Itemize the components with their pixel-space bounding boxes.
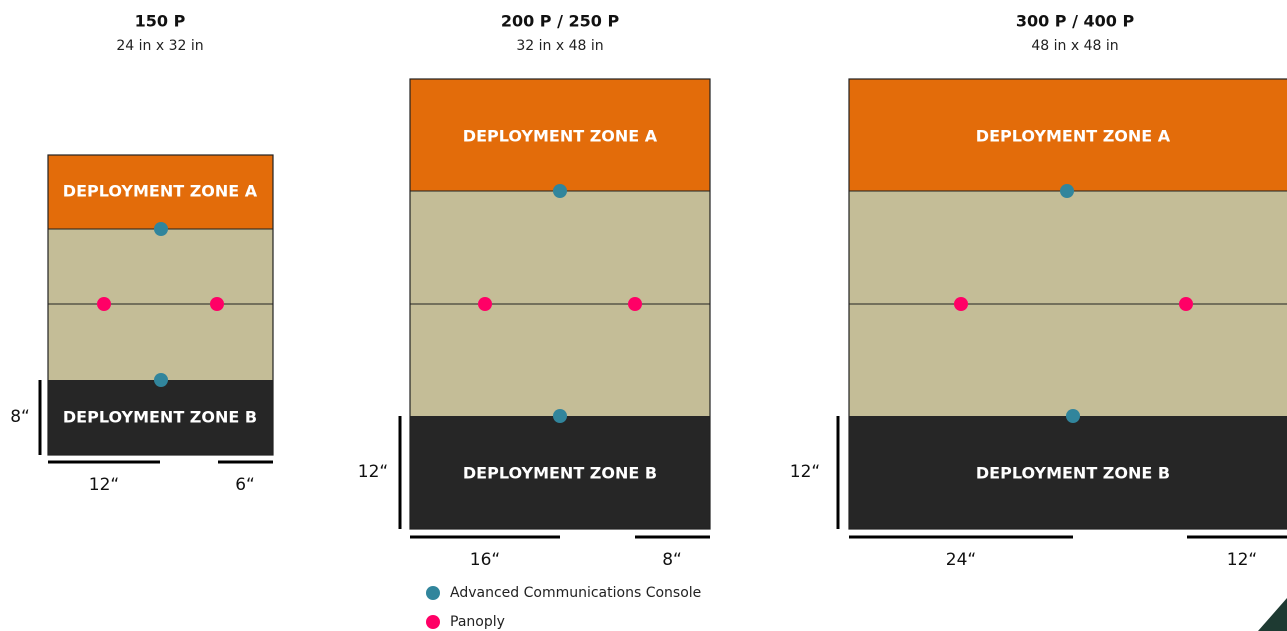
map: 150 P 24 in x 32 in DEPLOYMENT ZONE A DE… [10,12,274,495]
measure-label: 12“ [1227,550,1257,570]
map-title: 150 P [135,12,186,31]
console-marker [1060,184,1074,198]
legend-swatch [426,615,440,629]
panoply-marker [954,297,968,311]
console-marker [553,409,567,423]
panoply-marker [478,297,492,311]
map: 300 P / 400 P 48 in x 48 in DEPLOYMENT Z… [790,12,1287,570]
panoply-marker [210,297,224,311]
panoply-marker [628,297,642,311]
measure-label: 12“ [89,475,119,495]
corner-decoration [1258,598,1287,631]
map-border [47,154,274,456]
map-size: 32 in x 48 in [516,38,603,54]
map: 200 P / 250 P 32 in x 48 in DEPLOYMENT Z… [358,12,711,570]
zone-b [410,416,710,529]
console-marker [553,184,567,198]
panoply-marker [97,297,111,311]
map-border [409,78,711,530]
legend: Advanced Communications Console Panoply [426,585,701,630]
measure-label: 12“ [790,462,820,482]
console-marker [154,373,168,387]
legend-swatch [426,586,440,600]
zone-b-label: DEPLOYMENT ZONE B [976,464,1170,483]
map-size: 48 in x 48 in [1031,38,1118,54]
legend-label: Advanced Communications Console [450,585,701,601]
measure-label: 12“ [358,462,388,482]
legend-label: Panoply [450,614,505,630]
map-border [848,78,1287,530]
zone-b [849,416,1287,529]
zone-b-label: DEPLOYMENT ZONE B [463,464,657,483]
zone-b [48,380,273,455]
zone-a-label: DEPLOYMENT ZONE A [63,182,258,201]
zone-a [410,79,710,191]
zone-a-label: DEPLOYMENT ZONE A [976,127,1171,146]
measure-label: 8“ [10,407,30,427]
zone-a [48,155,273,229]
measure-label: 6“ [235,475,255,495]
panoply-marker [1179,297,1193,311]
map-title: 300 P / 400 P [1016,12,1135,31]
zone-a-label: DEPLOYMENT ZONE A [463,127,658,146]
map-title: 200 P / 250 P [501,12,620,31]
console-marker [1066,409,1080,423]
measure-label: 8“ [662,550,682,570]
console-marker [154,222,168,236]
map-size: 24 in x 32 in [116,38,203,54]
zone-b-label: DEPLOYMENT ZONE B [63,408,257,427]
zone-a [849,79,1287,191]
measure-label: 16“ [470,550,500,570]
measure-label: 24“ [946,550,976,570]
